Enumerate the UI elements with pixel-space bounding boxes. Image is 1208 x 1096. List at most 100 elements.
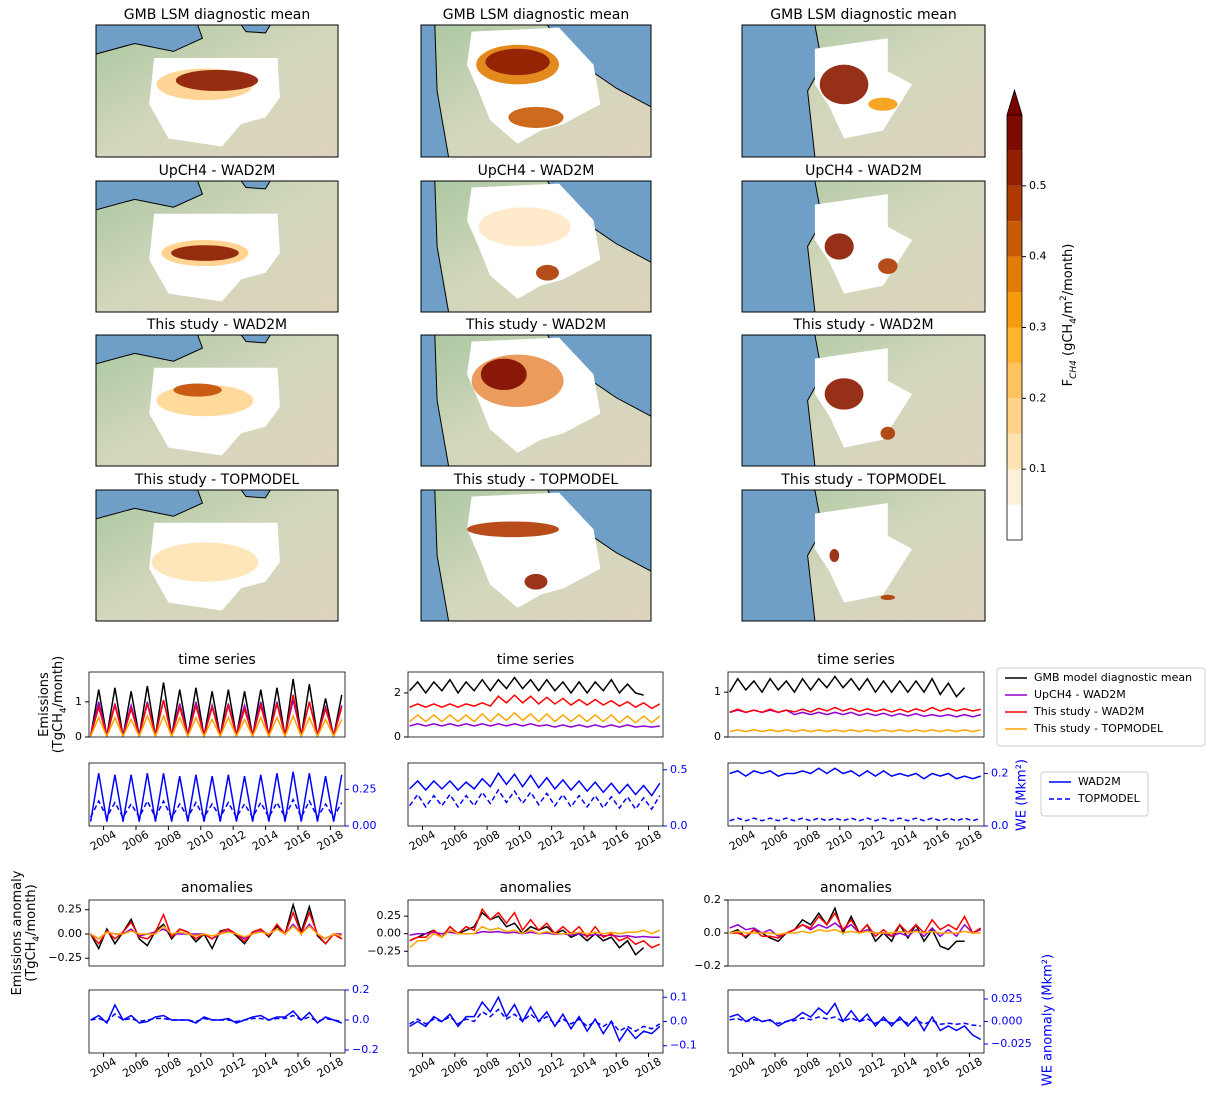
map-title: This study - TOPMODEL [453,472,619,488]
series-line [728,675,966,698]
chart-title: anomalies [820,880,892,896]
map-title: GMB LSM diagnostic mean [770,7,956,23]
series-line [729,706,981,714]
x-tick-label: 2018 [954,828,985,853]
series-line [729,767,981,780]
map-title: This study - TOPMODEL [780,472,946,488]
map-frame [741,334,986,467]
x-tick-label: 2006 [439,1055,470,1080]
colorbar-tick-label: 0.3 [1029,321,1047,334]
x-tick-label: 2006 [759,828,790,853]
x-tick-label: 2010 [504,828,535,853]
map-frame [420,334,652,467]
map-panel [420,334,652,467]
colorbar-tick-label: 0.2 [1029,391,1047,404]
map-title: This study - WAD2M [792,317,933,333]
y-tick-label: 0.2 [704,893,722,906]
x-tick-label: 2018 [633,828,664,853]
legend-label: This study - TOPMODEL [1033,722,1164,735]
map-mask [814,348,913,448]
colorbar-band [1007,150,1022,186]
y-axis-label-part: (TgCH [24,942,39,982]
y-tick-label: 0.0 [991,819,1009,832]
map-ocean [240,180,272,190]
map-title: This study - TOPMODEL [134,472,300,488]
y-tick-label: 0.2 [991,767,1009,780]
x-tick-label: 2008 [153,1055,184,1080]
chart-title: anomalies [181,880,253,896]
y-tick-label: 0.5 [670,763,688,776]
x-tick-label: 2004 [727,1055,758,1080]
series-line [729,1002,982,1041]
axes-frame [88,762,346,827]
y-axis-label: Emissions anomaly [10,870,25,995]
series-line [90,925,342,940]
map-title: This study - WAD2M [146,317,287,333]
map-panel [741,489,986,622]
colorbar-band [1007,256,1022,293]
x-tick-label: 2014 [889,1055,920,1080]
map-ocean [240,489,272,499]
map-frame [741,489,986,622]
y-tick-label: −0.2 [694,959,721,972]
y-tick-label: 2 [394,686,401,699]
y-axis-label-part: /month) [24,884,39,936]
map-emission [508,106,564,128]
map-emission [536,264,559,281]
y-tick-label: 0.0 [352,1013,370,1026]
x-tick-label: 2018 [954,1055,985,1080]
map-emission [480,358,527,391]
colorbar-label-part: (gCH [1061,324,1076,360]
colorbar-band [1007,433,1022,470]
y-tick-label: 0.25 [352,782,377,795]
axes-frame [727,989,985,1054]
series-line [729,1016,981,1027]
series-line [729,928,981,936]
x-tick-label: 2006 [120,828,151,853]
map-frame [741,180,986,313]
map-frame [741,24,986,158]
colorbar-label: FCH4 (gCH4/m2/month) [1059,244,1079,387]
map-title: UpCH4 - WAD2M [159,163,276,179]
x-tick-label: 2010 [824,828,855,853]
colorbar-band [1007,469,1022,505]
map-title: GMB LSM diagnostic mean [443,7,629,23]
map-emission [524,573,548,590]
series-line [409,1008,661,1033]
y-tick-label: −0.2 [352,1043,379,1056]
series-line [409,694,661,710]
map-ocean [240,24,272,34]
map-emission [868,97,898,111]
y-tick-label: 0.00 [352,819,377,832]
colorbar-band [1007,327,1022,363]
x-tick-label: 2012 [218,1055,249,1080]
x-tick-label: 2008 [471,1055,502,1080]
y-axis-label: Emissions [37,672,52,737]
colorbar-band [1007,185,1022,222]
map-panel [741,180,986,313]
map-panel [95,180,339,313]
x-tick-label: 2010 [824,1055,855,1080]
series-line [409,788,661,811]
map-emission [467,521,559,538]
x-tick-label: 2008 [471,828,502,853]
colorbar-band [1007,398,1022,434]
x-tick-label: 2008 [792,828,823,853]
chart-title: time series [497,652,575,668]
map-mask [467,492,601,608]
y-tick-label: 0 [394,730,401,743]
map-emission [478,207,571,247]
map-emission [829,548,840,563]
x-tick-label: 2016 [921,828,952,853]
series-line [729,817,981,822]
x-tick-label: 2018 [315,1055,346,1080]
y-tick-label: 0.1 [670,990,688,1003]
x-tick-label: 2014 [250,828,281,853]
axes-frame [407,899,664,967]
series-line [89,713,343,737]
colorbar-band [1007,504,1022,540]
colorbar-label-part: CH4 [1069,360,1079,379]
series-line [409,925,661,949]
map-panel [95,489,339,622]
